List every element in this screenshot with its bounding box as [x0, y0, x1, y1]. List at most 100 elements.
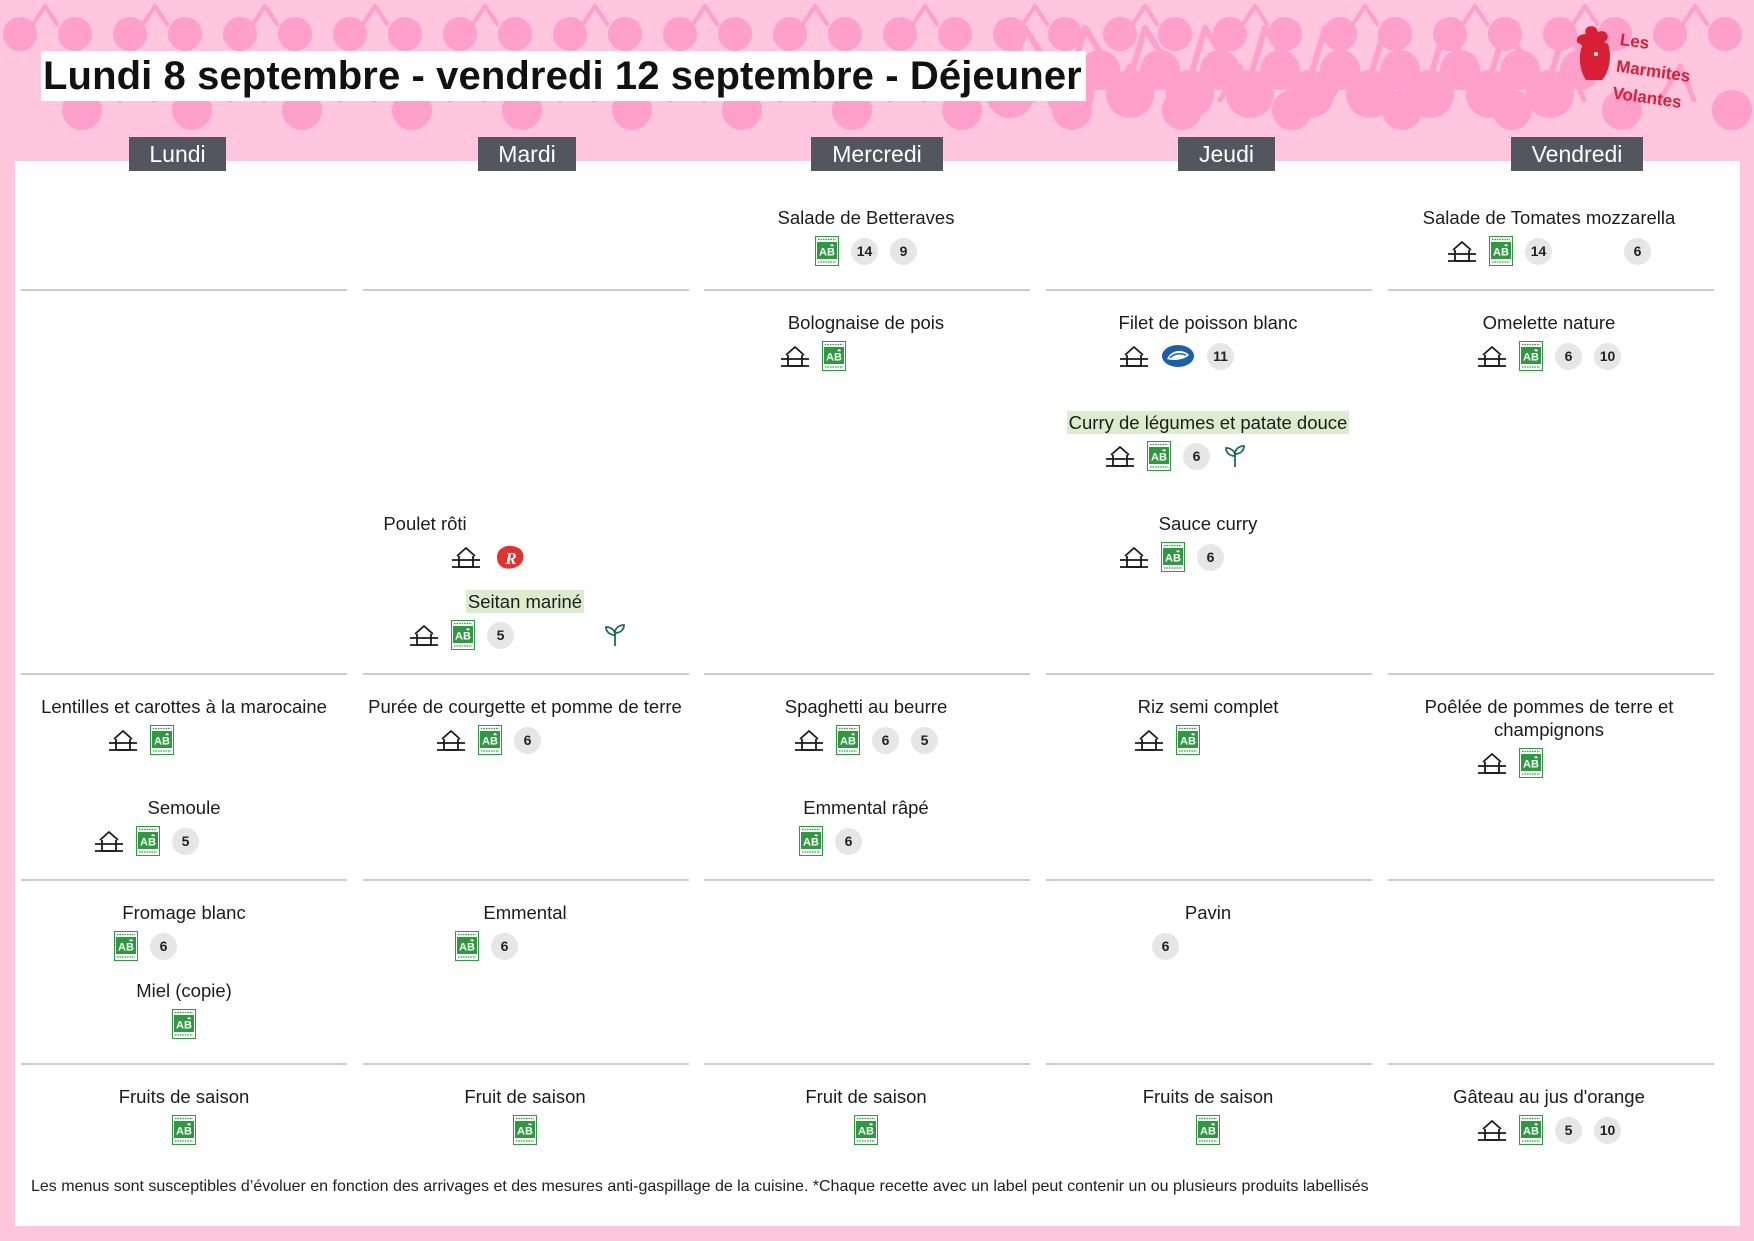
- cherry-shape: [1166, 70, 1214, 118]
- cherry-shape: [1103, 17, 1137, 51]
- organic-ab-icon: [854, 1115, 878, 1145]
- house-made-icon: [1134, 727, 1164, 753]
- dish-vendredi-accompagnement: Poêlée de pommes de terre et champignons: [1379, 695, 1719, 780]
- cherry-shape: [1712, 90, 1752, 130]
- organic-ab-icon: [172, 1115, 196, 1145]
- dish-name: Fromage blanc: [122, 902, 246, 923]
- dish-name: Spaghetti au beurre: [784, 696, 948, 717]
- cherry-stem: [1562, 25, 1583, 55]
- cherry-stem: [1322, 25, 1343, 55]
- dish-name: Poêlée de pommes de terre et: [1424, 696, 1674, 717]
- cherry-shape: [828, 17, 862, 51]
- cherry-shape: [1653, 17, 1687, 51]
- dish-name: Filet de poisson blanc: [1118, 312, 1298, 333]
- cherry-stem: [1351, 4, 1367, 26]
- cherry-shape: [58, 17, 92, 51]
- cherry-stem: [31, 4, 47, 26]
- row-divider: [704, 673, 1030, 675]
- cherry-shape: [553, 17, 587, 51]
- organic-ab-icon: [150, 725, 174, 755]
- cherry-stem: [251, 4, 267, 26]
- cherry-stem: [1202, 25, 1223, 55]
- cherry-shape: [1286, 70, 1334, 118]
- footer-disclaimer: Les menus sont susceptibles d’évoluer en…: [31, 1178, 1369, 1195]
- cherry-stem: [1189, 25, 1208, 75]
- row-divider: [21, 1063, 347, 1065]
- cherry-shape: [1200, 50, 1240, 90]
- dish-name-line-2: champignons: [1493, 719, 1605, 740]
- dish-lundi-dessert: Fruits de saison: [14, 1085, 354, 1147]
- dish-badges: 14 6: [1379, 234, 1719, 268]
- row-divider: [1046, 879, 1372, 881]
- allergen-badge: 5: [911, 726, 938, 754]
- cherry-stem: [1143, 4, 1159, 26]
- dish-mercredi-entree: Salade de Betteraves 14 9: [696, 206, 1036, 268]
- house-made-icon: [451, 544, 481, 570]
- organic-ab-icon: [136, 826, 160, 856]
- dish-badges: 5: [14, 824, 354, 858]
- cherry-shape: [223, 17, 257, 51]
- label-rouge-icon: [493, 543, 527, 571]
- cherry-stem: [1369, 25, 1388, 75]
- dish-name: Fruits de saison: [118, 1086, 250, 1107]
- cherry-stem: [703, 4, 719, 26]
- organic-ab-icon: [815, 236, 839, 266]
- cherry-stem: [361, 4, 377, 26]
- row-divider: [704, 879, 1030, 881]
- cherry-stem: [373, 4, 389, 26]
- row-divider: [363, 879, 689, 881]
- dish-name: Gâteau au jus d'orange: [1453, 1086, 1645, 1107]
- cherry-shape: [1440, 50, 1480, 90]
- row-divider: [363, 1063, 689, 1065]
- allergen-badge: 5: [172, 827, 199, 855]
- dish-badges: 6: [355, 929, 695, 963]
- tab-jeudi: Jeudi: [1178, 137, 1275, 171]
- cherry-stem: [1502, 25, 1523, 55]
- cherry-stem: [1129, 25, 1148, 75]
- allergen-badge: 14: [1525, 237, 1552, 265]
- allergen-badge: 6: [1197, 543, 1224, 571]
- cherry-stem: [1363, 4, 1379, 26]
- cherry-shape: [883, 17, 917, 51]
- allergen-badge: 6: [514, 726, 541, 754]
- cherry-shape: [1543, 17, 1577, 51]
- row-divider: [704, 1063, 1030, 1065]
- dish-badges: [355, 1113, 695, 1147]
- allergen-badge: 6: [150, 932, 177, 960]
- cherry-shape: [1380, 50, 1420, 90]
- dish-name: Miel (copie): [136, 980, 232, 1001]
- dish-badges: 5 10: [1379, 1113, 1719, 1147]
- row-divider: [1388, 673, 1714, 675]
- organic-ab-icon: [1176, 725, 1200, 755]
- row-divider: [1388, 289, 1714, 291]
- dish-mardi-laitage: Emmental 6: [355, 901, 695, 963]
- cherry-stem: [593, 4, 609, 26]
- msc-sustainable-fishing-icon: [1161, 344, 1195, 368]
- cherry-shape: [3, 17, 37, 51]
- allergen-badge: 10: [1594, 1116, 1621, 1144]
- organic-ab-icon: [1519, 748, 1543, 778]
- house-made-icon: [780, 343, 810, 369]
- vegetarian-sprout-icon: [1222, 443, 1248, 469]
- allergen-badge: 6: [872, 726, 899, 754]
- cherry-stem: [1021, 4, 1037, 26]
- allergen-badge: 5: [1555, 1116, 1582, 1144]
- dish-jeudi-sauce: Sauce curry 6: [1038, 512, 1378, 574]
- cherry-stem: [1677, 63, 1697, 103]
- cherry-stem: [1082, 25, 1103, 55]
- cherry-stem: [1262, 25, 1283, 55]
- cherry-stem: [1442, 25, 1463, 55]
- row-divider: [21, 289, 347, 291]
- tab-mercredi: Mercredi: [811, 137, 943, 171]
- allergen-badge: 6: [1152, 932, 1179, 960]
- organic-ab-icon: [1519, 341, 1543, 371]
- dish-lundi-accompagnement-2: Semoule 5: [14, 796, 354, 858]
- row-divider: [1046, 1063, 1372, 1065]
- dish-badges: 6: [1038, 929, 1378, 963]
- cherry-stem: [1657, 63, 1683, 103]
- organic-ab-icon: [1147, 441, 1171, 471]
- row-divider: [704, 289, 1030, 291]
- allergen-badge: 6: [1555, 342, 1582, 370]
- dish-badges: 6: [696, 824, 1036, 858]
- cherry-shape: [663, 17, 697, 51]
